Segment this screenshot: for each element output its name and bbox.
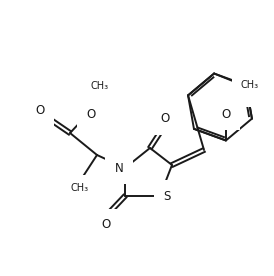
Text: O: O (160, 113, 170, 126)
Text: CH₃: CH₃ (91, 81, 109, 91)
Text: O: O (101, 219, 111, 232)
Text: O: O (86, 107, 96, 121)
Text: O: O (35, 105, 45, 118)
Text: CH₃: CH₃ (71, 183, 89, 193)
Text: S: S (163, 190, 171, 203)
Text: O: O (221, 108, 230, 121)
Text: CH₃: CH₃ (233, 89, 251, 99)
Text: CH₃: CH₃ (240, 79, 258, 89)
Text: N: N (115, 161, 123, 174)
